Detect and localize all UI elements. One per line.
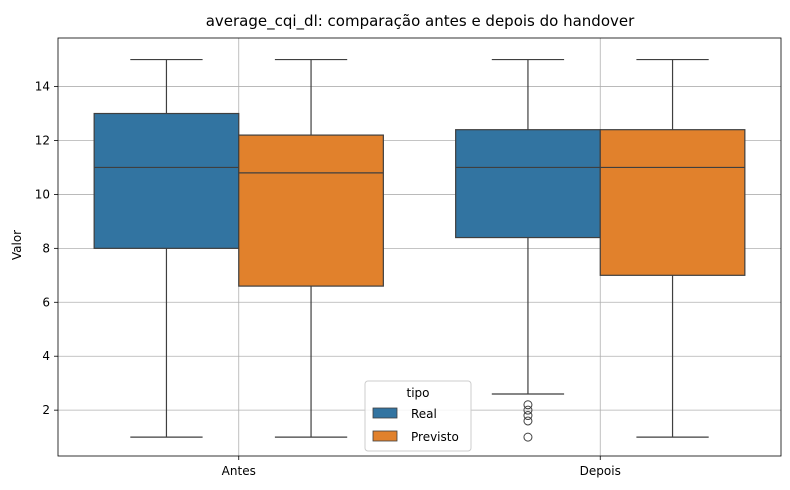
legend-title: tipo [407,386,430,400]
axis-layer: 2 4 6 8 10 12 14 Antes Depois [35,80,621,478]
box-iqr [455,129,601,239]
legend-label-real: Real [411,407,437,421]
chart-title: average_cqi_dl: comparação antes e depoi… [206,12,635,31]
y-tick-label: 8 [42,241,50,255]
x-tick-label: Antes [222,464,256,478]
outlier-point [523,432,533,442]
y-tick-label: 6 [42,295,50,309]
y-tick-label: 10 [35,187,50,201]
outlier-point [523,405,533,415]
y-tick-label: 2 [42,403,50,417]
legend-swatch-previsto [372,430,398,442]
plot-frame [57,37,782,457]
x-tick-label: Depois [580,464,621,478]
y-tick-label: 12 [35,133,50,147]
outlier-point [523,411,533,421]
y-tick-label: 4 [42,349,50,363]
box-iqr [238,134,384,287]
legend: tipo Real Previsto [364,380,472,452]
outlier-point [523,416,533,426]
box-iqr [599,129,746,276]
box-previsto-depois [599,58,746,438]
y-tick-label: 14 [35,80,50,94]
box-real-antes [93,58,240,438]
box-real-depois [455,58,601,442]
y-axis-label: Valor [10,230,24,260]
box-layer [93,58,746,442]
outlier-point [523,400,533,410]
legend-label-previsto: Previsto [411,430,459,444]
box-iqr [93,112,240,249]
box-previsto-antes [238,58,384,438]
legend-swatch-real [372,407,398,419]
